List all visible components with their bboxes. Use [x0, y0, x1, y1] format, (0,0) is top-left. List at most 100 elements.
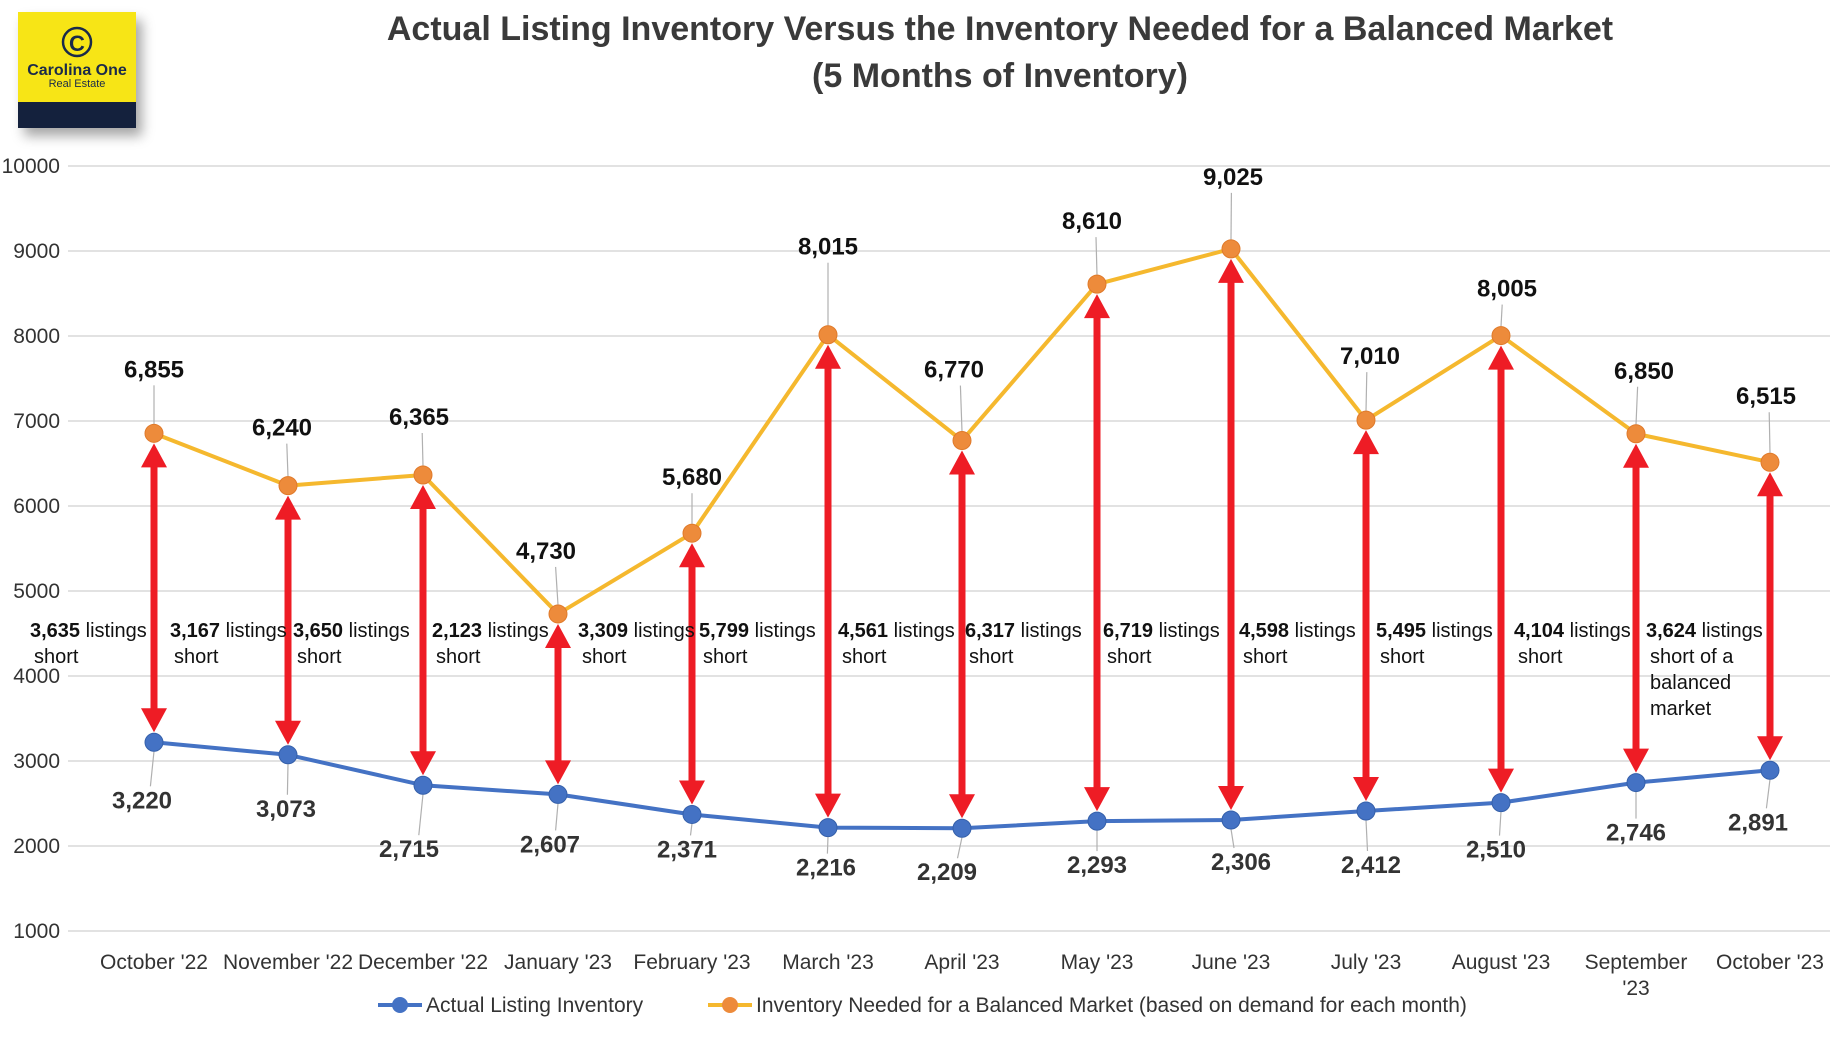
gap-label-line: market [1650, 698, 1712, 720]
actual-inventory-value-label: 2,746 [1606, 820, 1666, 847]
label-leader [555, 566, 559, 605]
gap-label-text: listings [1696, 620, 1763, 642]
x-category-label: March '23 [782, 951, 874, 974]
label-leader [1365, 819, 1369, 852]
gap-label-text: listings [1289, 620, 1356, 642]
gap-label-line: balanced [1650, 672, 1731, 694]
gap-arrow [1353, 430, 1379, 801]
gap-arrow-head-down [1353, 776, 1379, 801]
gap-arrow-head-up [1218, 258, 1244, 283]
balanced-market-value-label: 9,025 [1203, 164, 1263, 191]
x-category-label: July '23 [1331, 951, 1402, 974]
balanced-market-value-label: 6,365 [389, 404, 449, 431]
logo-name: Carolina One [27, 62, 127, 79]
x-category-label: September [1585, 951, 1688, 974]
balanced-market-value-label: 6,770 [924, 357, 984, 384]
gap-label-line: 5,799 listings [699, 620, 816, 642]
gap-label-line: short [174, 646, 219, 668]
gap-label-text: listings [220, 620, 287, 642]
actual-inventory-value-label: 2,293 [1067, 852, 1127, 879]
gap-label-line: short [703, 646, 748, 668]
gap-label-line: 6,719 listings [1103, 620, 1220, 642]
actual-inventory-value-label: 2,216 [796, 855, 856, 882]
gap-arrow-head-down [545, 760, 571, 785]
balanced-market-point [1626, 424, 1646, 444]
balanced-market-point [144, 423, 164, 443]
gap-label-line: 4,598 listings [1239, 620, 1356, 642]
actual-inventory-point [1626, 773, 1646, 793]
legend-label: Inventory Needed for a Balanced Market (… [756, 994, 1467, 1017]
gap-label-number: 6,719 [1103, 620, 1153, 642]
label-leader [286, 443, 289, 477]
actual-inventory-value-label: 2,371 [657, 836, 717, 863]
gap-arrow-head-down [1218, 785, 1244, 810]
balanced-market-point [413, 465, 433, 485]
label-leader [1095, 237, 1098, 276]
label-leader [826, 836, 829, 854]
gap-arrow [275, 495, 301, 745]
actual-inventory-value-label: 2,715 [379, 836, 439, 863]
gap-arrow-head-down [275, 720, 301, 745]
gap-label-number: 2,123 [432, 620, 482, 642]
x-category-label: January '23 [504, 951, 612, 974]
label-leader [1500, 304, 1503, 327]
actual-inventory-value-label: 2,412 [1341, 852, 1401, 879]
gap-label-number: 3,309 [578, 620, 628, 642]
gap-arrow-head-down [141, 708, 167, 733]
gap-label-line: short [842, 646, 887, 668]
y-tick-label: 2000 [13, 835, 60, 858]
gap-label-line: short [297, 646, 342, 668]
carolina-one-logo: C Carolina One Real Estate [18, 12, 136, 128]
label-leader [1765, 779, 1771, 809]
gridlines [68, 165, 1830, 932]
gap-label-line: short [1107, 646, 1152, 668]
x-category-label: August '23 [1452, 951, 1551, 974]
balanced-market-point [548, 604, 568, 624]
x-category-label: April '23 [924, 951, 999, 974]
label-leader [555, 803, 559, 831]
gap-label-number: 4,598 [1239, 620, 1289, 642]
gap-arrow-head-up [1084, 294, 1110, 319]
balanced-market-point [278, 476, 298, 496]
balanced-market-point [1491, 326, 1511, 346]
gap-arrow [1757, 472, 1783, 761]
gap-label-line: 3,624 listings [1646, 620, 1763, 642]
balanced-market-value-label: 5,680 [662, 464, 722, 491]
gap-arrow-head-down [1757, 736, 1783, 761]
gap-arrow-head-down [1623, 748, 1649, 773]
label-leader [1365, 372, 1368, 412]
actual-inventory-point [818, 818, 838, 838]
label-leader [149, 751, 155, 787]
x-category-label: May '23 [1061, 951, 1134, 974]
gap-arrow-head-down [410, 751, 436, 776]
label-leader [1498, 811, 1502, 836]
gap-label-number: 4,104 [1514, 620, 1565, 642]
gap-label-line: short [34, 646, 79, 668]
x-axis-category-labels: October '22 November '22 December '22 Janua… [100, 951, 1824, 1000]
y-tick-label: 1000 [13, 920, 60, 943]
gap-arrow-head-up [815, 344, 841, 369]
gap-arrow-head-up [275, 495, 301, 520]
x-category-label: October '23 [1716, 951, 1824, 974]
balanced-market-value-label: 6,240 [252, 415, 312, 442]
actual-inventory-point [1760, 760, 1780, 780]
gap-label-line: 2,123 listings [432, 620, 549, 642]
x-category-label: June '23 [1192, 951, 1271, 974]
gap-label-text: listings [888, 620, 955, 642]
gap-label-line: short [1518, 646, 1563, 668]
gap-label-number: 5,495 [1376, 620, 1426, 642]
gap-arrow [545, 623, 571, 785]
logo-subtitle: Real Estate [49, 78, 106, 90]
label-leader [1768, 412, 1771, 454]
gap-arrow-head-down [679, 780, 705, 805]
gap-label: 6,719 listings short [1103, 620, 1220, 668]
